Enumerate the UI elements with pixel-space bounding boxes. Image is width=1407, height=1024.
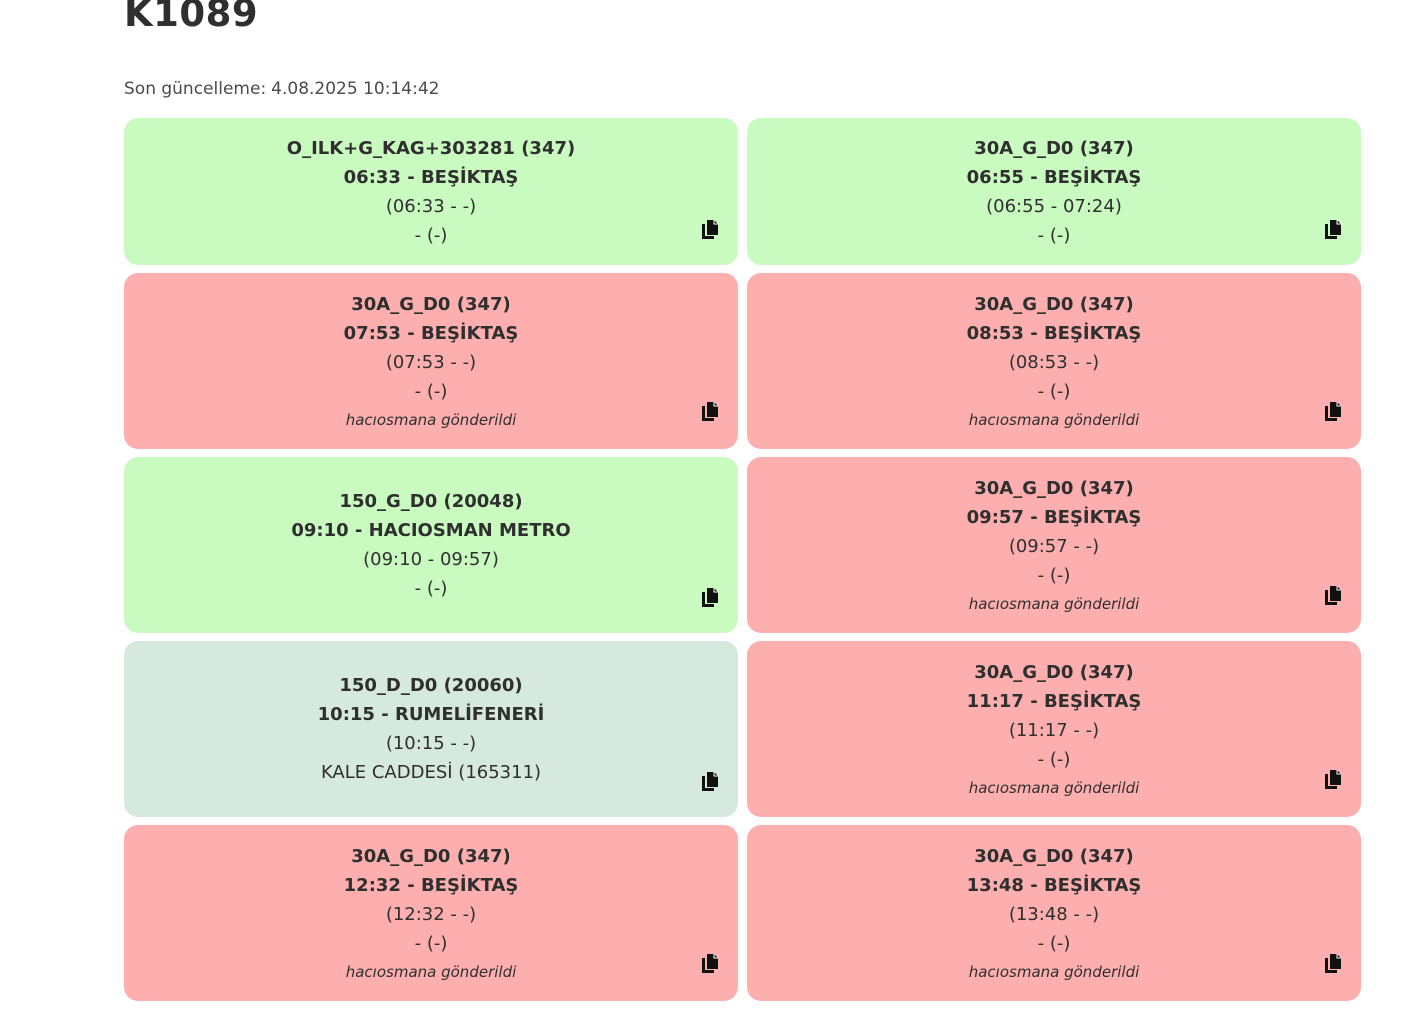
trip-time-window: (13:48 - -) <box>1008 903 1100 925</box>
trip-stop: - (-) <box>1037 224 1071 246</box>
trip-card: 30A_G_D0 (347) 07:53 - BEŞİKTAŞ (07:53 - -… <box>124 273 738 449</box>
trip-route: 30A_G_D0 (347) <box>351 845 511 867</box>
trip-stop: - (-) <box>414 380 448 402</box>
copy-icon[interactable] <box>1323 769 1343 791</box>
last-updated-value: 4.08.2025 10:14:42 <box>271 79 440 99</box>
copy-icon[interactable] <box>1323 219 1343 241</box>
trip-card: O_ILK+G_KAG+303281 (347) 06:33 - BEŞİKTAŞ… <box>124 118 738 265</box>
trip-route: O_ILK+G_KAG+303281 (347) <box>286 137 576 159</box>
last-updated: Son güncelleme: 4.08.2025 10:14:42 <box>124 77 439 101</box>
trip-time-window: (11:17 - -) <box>1008 719 1100 741</box>
trip-note: hacıosmana gönderildi <box>345 962 517 981</box>
trip-card: 30A_G_D0 (347) 12:32 - BEŞİKTAŞ (12:32 - -… <box>124 825 738 1001</box>
trip-stop: - (-) <box>414 578 448 599</box>
trip-departure: 12:32 - BEŞİKTAŞ <box>343 874 519 896</box>
trip-card: 30A_G_D0 (347) 09:57 - BEŞİKTAŞ (09:57 - -… <box>747 457 1361 633</box>
trip-note: hacıosmana gönderildi <box>968 594 1140 613</box>
trip-time-window: (07:53 - -) <box>385 351 477 373</box>
trip-departure: 06:33 - BEŞİKTAŞ <box>343 166 519 188</box>
trip-departure: 08:53 - BEŞİKTAŞ <box>966 322 1142 344</box>
trip-time-window: (06:55 - 07:24) <box>986 195 1122 217</box>
trip-route: 30A_G_D0 (347) <box>974 661 1134 683</box>
trip-departure: 07:53 - BEŞİKTAŞ <box>343 322 519 344</box>
trip-note: hacıosmana gönderildi <box>968 962 1140 981</box>
trip-card: 150_G_D0 (20048) 09:10 - HACIOSMAN METRO (… <box>124 457 738 633</box>
trip-time-window: (09:10 - 09:57) <box>363 549 499 570</box>
copy-icon[interactable] <box>700 771 720 793</box>
trip-time-window: (09:57 - -) <box>1008 535 1100 557</box>
trip-route: 150_G_D0 (20048) <box>339 491 523 512</box>
trip-time-window: (12:32 - -) <box>385 903 477 925</box>
trip-departure: 09:57 - BEŞİKTAŞ <box>966 506 1142 528</box>
trip-route: 30A_G_D0 (347) <box>974 293 1134 315</box>
trip-route: 30A_G_D0 (347) <box>974 137 1134 159</box>
trip-route: 30A_G_D0 (347) <box>974 845 1134 867</box>
trip-route: 30A_G_D0 (347) <box>351 293 511 315</box>
trip-stop: - (-) <box>414 932 448 954</box>
copy-icon[interactable] <box>700 587 720 609</box>
trip-card: 30A_G_D0 (347) 06:55 - BEŞİKTAŞ (06:55 - 0… <box>747 118 1361 265</box>
trip-route: 150_D_D0 (20060) <box>339 675 523 696</box>
trip-departure: 10:15 - RUMELİFENERİ <box>317 704 545 725</box>
trip-card: 30A_G_D0 (347) 11:17 - BEŞİKTAŞ (11:17 - -… <box>747 641 1361 817</box>
copy-icon[interactable] <box>700 401 720 423</box>
trip-card: 150_D_D0 (20060) 10:15 - RUMELİFENERİ (10:… <box>124 641 738 817</box>
trip-stop: - (-) <box>1037 932 1071 954</box>
trip-departure: 11:17 - BEŞİKTAŞ <box>966 690 1142 712</box>
trip-stop: - (-) <box>1037 564 1071 586</box>
trip-departure: 09:10 - HACIOSMAN METRO <box>291 520 571 541</box>
copy-icon[interactable] <box>1323 953 1343 975</box>
trip-route: 30A_G_D0 (347) <box>974 477 1134 499</box>
trip-card-grid: O_ILK+G_KAG+303281 (347) 06:33 - BEŞİKTAŞ… <box>124 118 1361 1001</box>
trip-card: 30A_G_D0 (347) 13:48 - BEŞİKTAŞ (13:48 - -… <box>747 825 1361 1001</box>
trip-note: hacıosmana gönderildi <box>345 410 517 429</box>
copy-icon[interactable] <box>700 953 720 975</box>
last-updated-label: Son güncelleme: <box>124 79 267 99</box>
trip-note: hacıosmana gönderildi <box>968 778 1140 797</box>
trip-stop: - (-) <box>1037 748 1071 770</box>
trip-note: hacıosmana gönderildi <box>968 410 1140 429</box>
copy-icon[interactable] <box>1323 401 1343 423</box>
copy-icon[interactable] <box>700 219 720 241</box>
trip-departure: 13:48 - BEŞİKTAŞ <box>966 874 1142 896</box>
trip-stop: - (-) <box>414 224 448 246</box>
trip-departure: 06:55 - BEŞİKTAŞ <box>966 166 1142 188</box>
trip-stop: - (-) <box>1037 380 1071 402</box>
trip-time-window: (10:15 - -) <box>385 733 477 754</box>
trip-time-window: (08:53 - -) <box>1008 351 1100 373</box>
trip-stop: KALE CADDESİ (165311) <box>320 762 542 783</box>
trip-time-window: (06:33 - -) <box>385 195 477 217</box>
trip-card: 30A_G_D0 (347) 08:53 - BEŞİKTAŞ (08:53 - -… <box>747 273 1361 449</box>
page-title: K1089 <box>124 0 259 35</box>
copy-icon[interactable] <box>1323 585 1343 607</box>
